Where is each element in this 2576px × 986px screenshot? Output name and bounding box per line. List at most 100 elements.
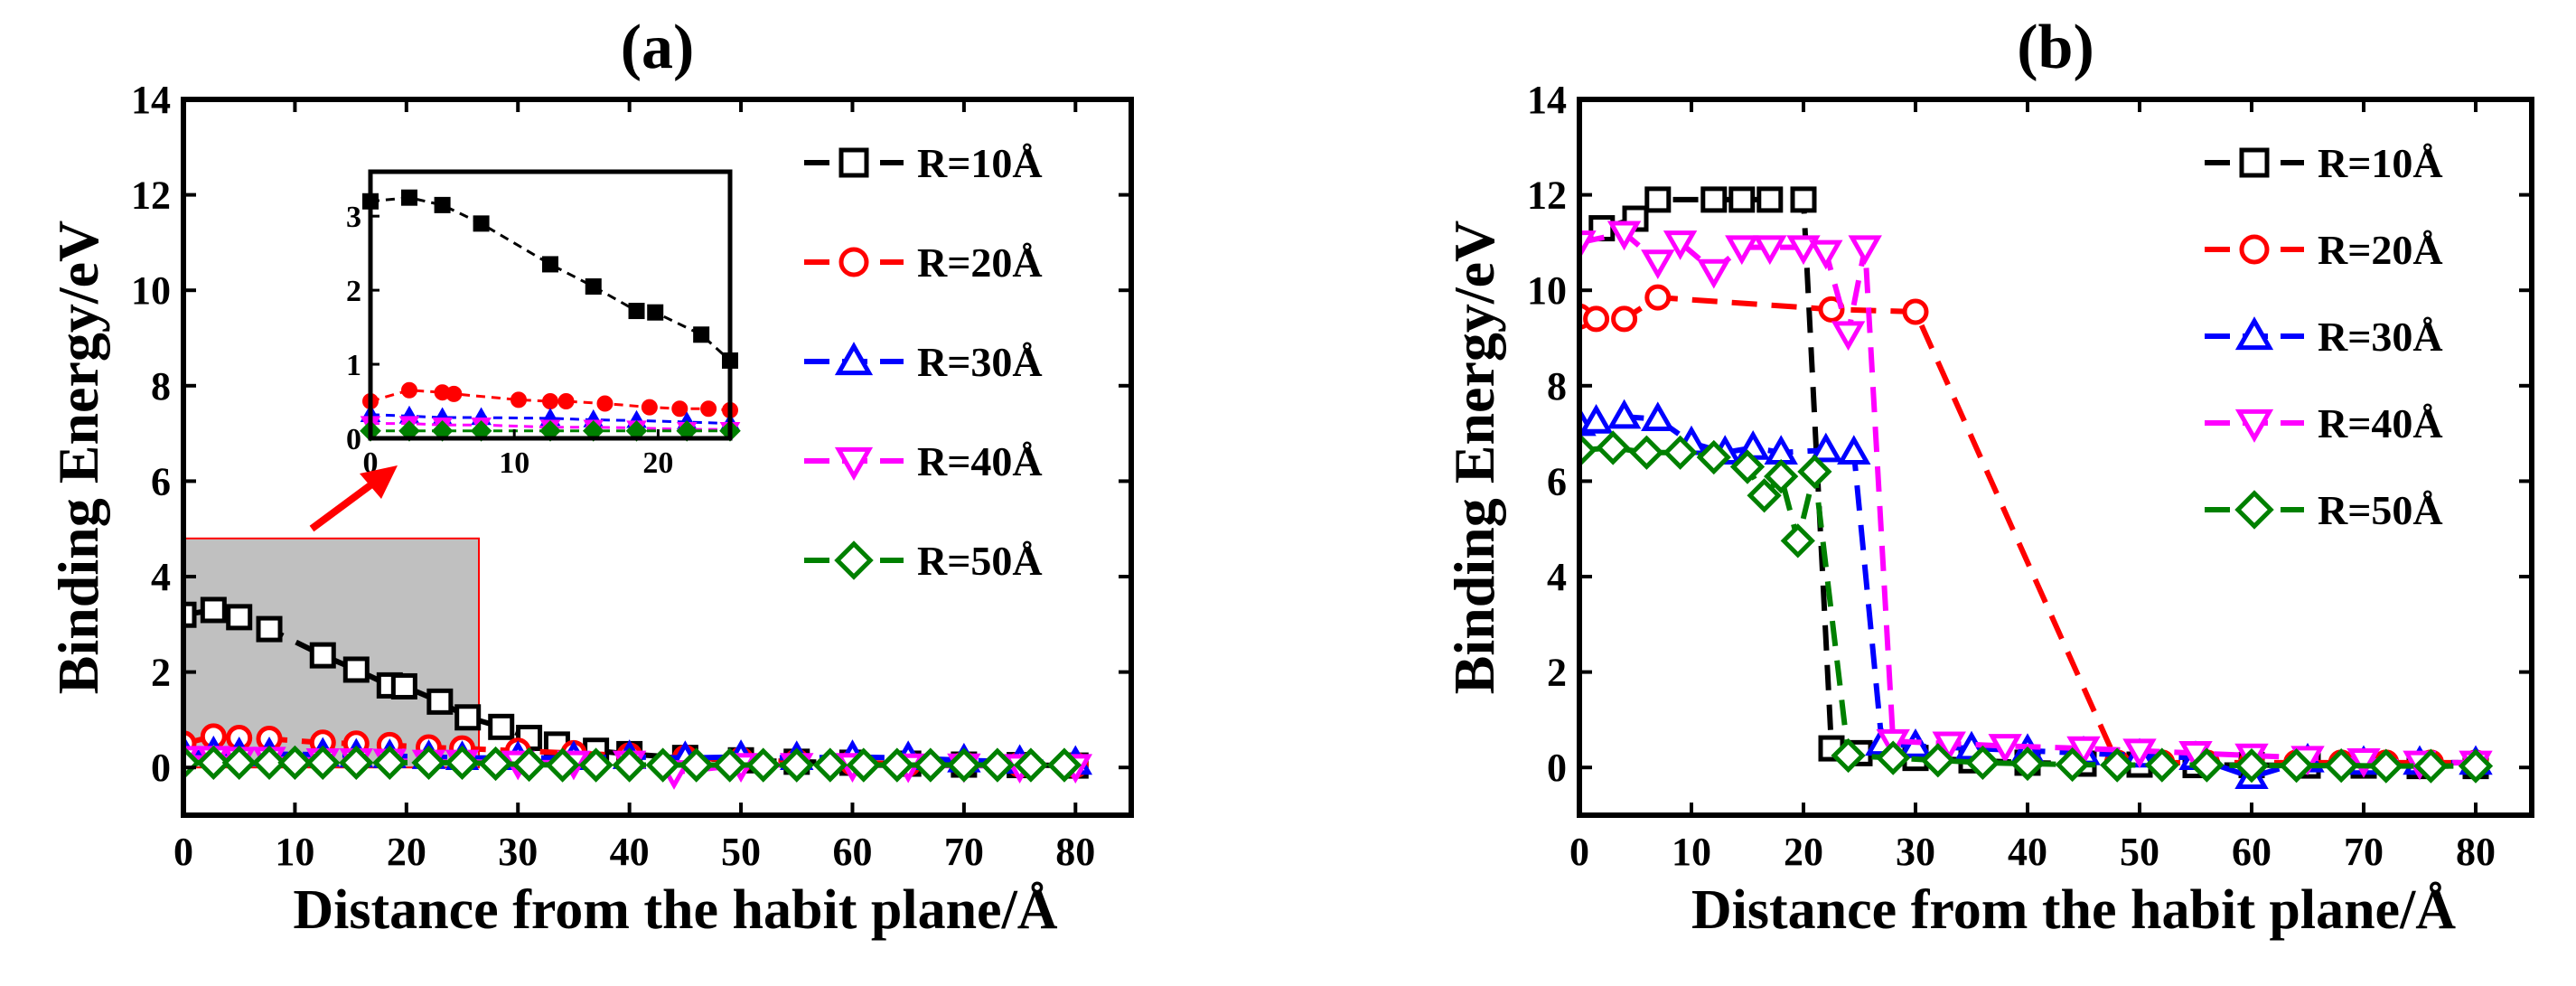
data-point-4-18 xyxy=(2189,747,2225,783)
legend-label-0: R=10Å xyxy=(917,140,1043,186)
data-point-4-19 xyxy=(779,747,814,783)
inset-data-point-0-1 xyxy=(400,189,417,206)
inset-y-tick-label-0: 0 xyxy=(346,423,361,456)
inset-data-point-0-4 xyxy=(542,256,558,273)
inset-y-tick-label-3: 3 xyxy=(346,201,361,234)
inset-y-tick-label-1: 1 xyxy=(346,349,361,382)
data-point-2-9 xyxy=(1837,435,1871,465)
panel-1-frame xyxy=(1577,97,2534,818)
y-tick-label-2: 4 xyxy=(151,555,171,599)
inset-data-point-1-1 xyxy=(400,381,417,399)
data-point-4-10 xyxy=(1831,737,1866,774)
data-point-4-21 xyxy=(846,747,881,783)
data-point-4-16 xyxy=(2100,747,2135,783)
panel-1: (b) 0 10 20 30 40 50 60 70 80 0 2 4 6 8 10 12 14 Distance … xyxy=(1442,13,2534,941)
y-tick-label-1: 2 xyxy=(1547,651,1567,695)
x-tick-label-3: 30 xyxy=(498,830,538,874)
data-point-3-6 xyxy=(1753,235,1787,266)
data-point-4-27 xyxy=(1046,747,1082,783)
data-point-0-7 xyxy=(390,672,417,700)
data-point-0-8 xyxy=(426,688,454,715)
inset-data-point-0-3 xyxy=(473,215,490,232)
x-tick-label-2: 20 xyxy=(387,830,426,874)
data-point-0-9 xyxy=(454,704,482,731)
data-point-4-13 xyxy=(1965,745,2000,781)
data-point-4-18 xyxy=(745,747,781,783)
series-R=50Å xyxy=(1579,430,2494,784)
x-tick-label-1: 10 xyxy=(275,830,314,874)
data-point-4-24 xyxy=(946,747,982,783)
series-line-0 xyxy=(1600,196,2476,769)
data-point-1-3 xyxy=(1644,284,1672,311)
data-point-4-5 xyxy=(305,745,341,781)
data-point-4-16 xyxy=(679,747,714,783)
data-point-0-3 xyxy=(256,615,283,643)
inset-x-tick-label-1: 10 xyxy=(499,446,529,480)
data-point-4-17 xyxy=(2144,747,2179,783)
data-point-4-25 xyxy=(979,747,1016,783)
data-point-4-7 xyxy=(1764,458,1799,494)
y-tick-label-6: 12 xyxy=(131,174,171,218)
panel-0-xlabel: Distance from the habit plane/Å xyxy=(293,879,1057,941)
y-tick-label-4: 8 xyxy=(1547,364,1567,408)
legend-marker-1 xyxy=(838,247,869,277)
data-point-4-17 xyxy=(712,747,747,783)
data-point-4-15 xyxy=(645,747,680,783)
data-point-0-6 xyxy=(1790,186,1817,213)
inset-series-line-2 xyxy=(370,413,731,426)
data-point-0-2 xyxy=(226,604,253,631)
x-tick-label-5: 50 xyxy=(2120,830,2159,874)
panel-0-plot-area xyxy=(183,596,1093,790)
data-point-4-7 xyxy=(372,745,407,781)
data-point-2-2 xyxy=(1606,399,1642,429)
x-tick-label-7: 70 xyxy=(944,830,984,874)
x-tick-label-1: 10 xyxy=(1672,830,1711,874)
data-point-3-10 xyxy=(1848,235,1882,266)
data-point-2-3 xyxy=(1641,401,1675,432)
legend-marker-4 xyxy=(2234,490,2274,530)
inset-series-R=10Å xyxy=(362,189,738,369)
legend-label-1: R=20Å xyxy=(2318,227,2443,273)
legend-label-2: R=30Å xyxy=(2318,314,2443,360)
data-point-2-8 xyxy=(1809,432,1843,463)
data-point-4-2 xyxy=(1629,435,1664,470)
inset-data-point-0-5 xyxy=(585,278,602,296)
data-point-3-19 xyxy=(2347,747,2381,778)
data-point-3-12 xyxy=(1932,731,1966,762)
legend-marker-2 xyxy=(834,342,874,376)
data-point-4-14 xyxy=(612,747,647,783)
data-point-4-2 xyxy=(221,745,257,781)
data-point-4-23 xyxy=(913,747,948,783)
panel-1-plot-area xyxy=(1579,186,2494,790)
data-point-3-3 xyxy=(1663,230,1698,260)
y-tick-label-3: 6 xyxy=(1547,459,1567,503)
data-point-4-11 xyxy=(511,747,547,783)
x-tick-label-0: 0 xyxy=(173,830,193,874)
panel-1-ylabel: Binding Energy/eV xyxy=(1442,221,1506,695)
inset-data-point-1-7 xyxy=(596,395,614,412)
y-tick-label-2: 4 xyxy=(1547,555,1567,599)
panel-1-title: (b) xyxy=(2017,13,2094,82)
data-point-4-26 xyxy=(1013,747,1049,783)
x-tick-label-2: 20 xyxy=(1784,830,1823,874)
x-tick-label-6: 60 xyxy=(2232,830,2272,874)
data-point-0-2 xyxy=(1644,186,1672,213)
data-point-3-15 xyxy=(2122,738,2157,769)
legend-label-2: R=30Å xyxy=(917,339,1043,385)
x-tick-label-3: 30 xyxy=(1896,830,1935,874)
data-point-3-8 xyxy=(1809,239,1843,270)
y-tick-label-7: 14 xyxy=(1527,78,1567,122)
panel-0-title: (a) xyxy=(621,13,695,82)
inset-arrow xyxy=(309,474,384,532)
legend-label-4: R=50Å xyxy=(2318,487,2443,533)
x-tick-label-6: 60 xyxy=(832,830,872,874)
data-point-1-2 xyxy=(1611,305,1638,333)
inset-arrow-head xyxy=(360,465,398,499)
data-point-3-13 xyxy=(1988,734,2022,764)
x-tick-label-8: 80 xyxy=(2456,830,2496,874)
data-point-4-23 xyxy=(2413,748,2449,784)
legend-label-1: R=20Å xyxy=(917,239,1043,286)
inset-series-R=50Å xyxy=(360,419,741,442)
data-point-3-5 xyxy=(1725,235,1759,266)
